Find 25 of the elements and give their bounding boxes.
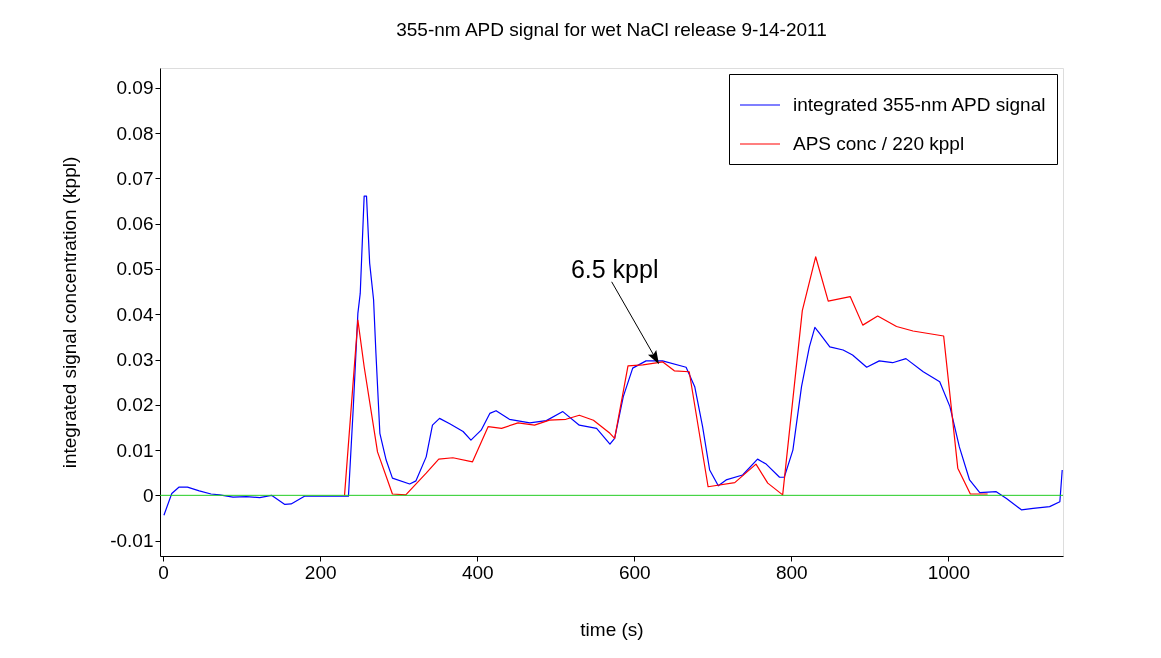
x-axis-title: time (s) bbox=[580, 618, 644, 640]
annotation: 6.5 kppl bbox=[570, 254, 659, 283]
y-tick-label: 0.03 bbox=[116, 349, 154, 371]
y-tick-label: -0.01 bbox=[110, 530, 154, 552]
line-series bbox=[343, 256, 989, 496]
y-tick-label: 0 bbox=[142, 484, 154, 506]
y-tick-label: 0.07 bbox=[116, 167, 154, 189]
x-tick-label: 400 bbox=[461, 561, 494, 583]
y-tick-label: 0.09 bbox=[116, 77, 154, 99]
x-tick-label: 200 bbox=[304, 561, 337, 583]
line-series bbox=[163, 195, 1063, 516]
y-tick-label: 0.05 bbox=[116, 258, 154, 280]
y-tick-label: 0.08 bbox=[116, 122, 154, 144]
legend-label: integrated 355-nm APD signal bbox=[793, 94, 1046, 115]
y-tick-label: 0.06 bbox=[116, 213, 154, 235]
chart-title: 355-nm APD signal for wet NaCl release 9-14-2011 bbox=[396, 19, 827, 40]
x-tick-label: 0 bbox=[158, 561, 169, 583]
y-tick-label: 0.02 bbox=[116, 394, 154, 416]
y-tick-label: 0.01 bbox=[116, 439, 154, 461]
x-tick-label: 600 bbox=[618, 561, 651, 583]
y-tick-label: 0.04 bbox=[116, 303, 154, 325]
x-tick-label: 800 bbox=[775, 561, 808, 583]
legend-label: APS conc / 220 kppl bbox=[793, 133, 965, 154]
y-axis-title: integrated signal concentration (kppl) bbox=[59, 156, 81, 469]
x-tick-label: 1000 bbox=[927, 561, 970, 583]
